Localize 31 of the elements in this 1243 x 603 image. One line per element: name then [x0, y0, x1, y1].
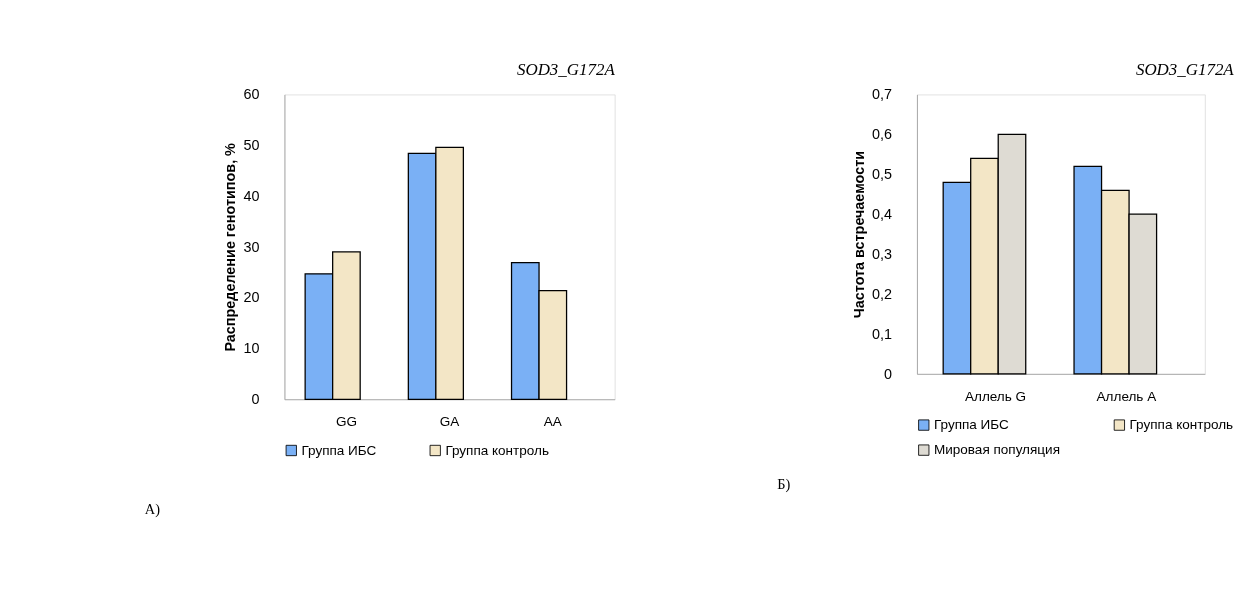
y-tick-label: 0,3	[872, 245, 893, 262]
text: А)	[144, 501, 161, 519]
chart-title: SOD3_G172A	[1135, 60, 1235, 80]
y-axis-title: Частота встречаемости	[850, 150, 867, 319]
y-tick-label: 30	[243, 238, 260, 255]
chart-title: SOD3_G172A	[516, 60, 616, 80]
y-tick-label: 0	[884, 365, 893, 382]
x-tick-label: GA	[439, 413, 460, 429]
legend-label: Группа ИБС	[301, 442, 377, 458]
x-tick-label: AA	[543, 413, 562, 429]
text: Б)	[777, 476, 791, 494]
y-tick-label: 0,1	[872, 325, 893, 342]
y-tick-label: 0,6	[872, 126, 893, 143]
y-axis-title: Распределение генотипов, %	[222, 142, 239, 352]
legend-label: Группа контроль	[1129, 417, 1234, 433]
legend-label: Группа контроль	[445, 442, 550, 458]
y-tick-label: 40	[243, 187, 260, 204]
x-tick-label: Аллель A	[1096, 388, 1157, 404]
y-tick-label: 20	[243, 289, 260, 306]
y-tick-label: 60	[243, 86, 260, 103]
legend-label: Мировая популяция	[933, 442, 1060, 458]
y-tick-label: 0,7	[872, 86, 893, 103]
y-tick-label: 0,4	[872, 205, 893, 222]
y-tick-label: 0,2	[872, 285, 893, 302]
y-tick-label: 50	[243, 136, 260, 153]
legend-label: Группа ИБС	[933, 417, 1010, 433]
x-tick-label: Аллель G	[964, 388, 1027, 404]
y-tick-label: 0,5	[872, 165, 893, 182]
x-tick-label: GG	[335, 413, 357, 429]
y-tick-label: 10	[243, 340, 260, 357]
y-tick-label: 0	[251, 390, 260, 407]
